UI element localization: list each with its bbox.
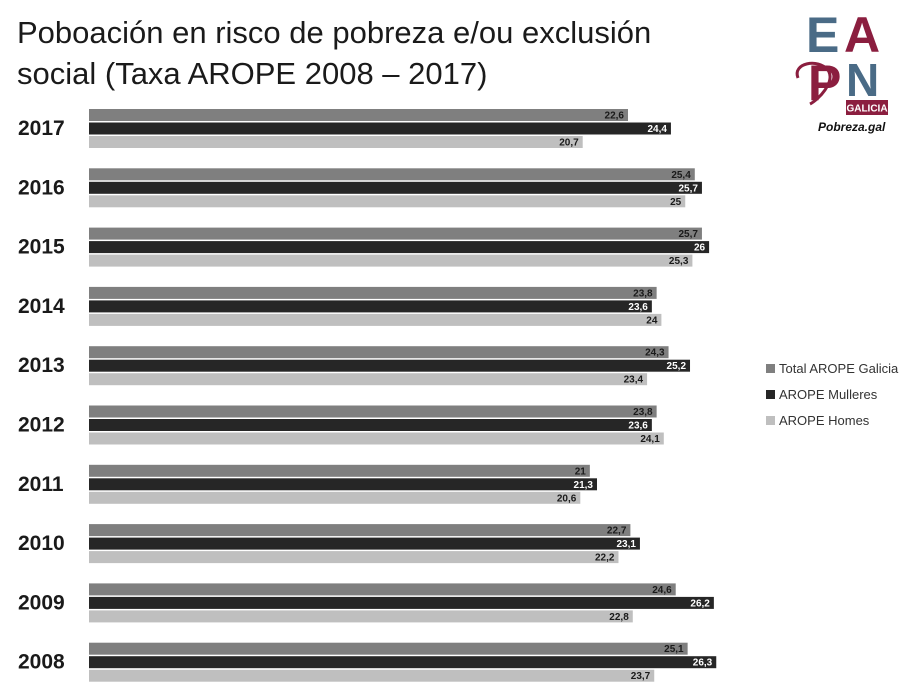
data-label-homes-2016: 25 [670,197,682,208]
legend-swatch-homes [766,416,775,425]
bar-homes-2012 [89,432,664,445]
bar-homes-2010 [89,551,619,564]
legend-label-total: Total AROPE Galicia [779,361,899,376]
logo-letter-e: E [806,8,839,63]
data-label-total-2008: 25,1 [664,644,684,655]
bar-mulleres-2012 [89,419,652,431]
data-label-mulleres-2008: 26,3 [693,658,713,669]
category-label-2013: 2013 [18,354,65,377]
data-label-homes-2010: 22,2 [595,553,615,564]
bar-homes-2009 [89,610,633,623]
category-label-2008: 2008 [18,651,65,674]
logo-swirl [795,61,832,106]
data-label-mulleres-2014: 23,6 [628,302,648,313]
data-label-homes-2017: 20,7 [559,138,579,149]
data-label-homes-2009: 22,8 [609,612,629,623]
bar-total-2009 [89,583,676,596]
data-label-total-2014: 23,8 [633,288,653,299]
bar-total-2012 [89,405,657,418]
chart-title: Poboación en risco de pobreza e/ou exclu… [17,15,652,91]
logo-caption: Pobreza.gal [818,120,886,134]
legend-label-homes: AROPE Homes [779,413,870,428]
bar-homes-2008 [89,669,655,682]
data-label-mulleres-2016: 25,7 [678,183,698,194]
category-label-2009: 2009 [18,591,65,614]
category-label-2014: 2014 [18,295,65,318]
data-label-mulleres-2017: 24,4 [647,124,667,135]
bar-total-2011 [89,464,590,477]
legend-item-mulleres: AROPE Mulleres [766,387,923,402]
logo-badge: GALICIA [846,104,887,115]
data-label-mulleres-2015: 26 [694,243,706,254]
eapn-logo: E A P N GALICIA [795,8,888,115]
data-label-mulleres-2011: 21,3 [574,480,594,491]
data-label-homes-2015: 25,3 [669,256,689,267]
bar-mulleres-2010 [89,537,640,550]
data-label-total-2017: 22,6 [605,111,625,122]
legend-swatch-mulleres [766,390,775,399]
bar-homes-2017 [89,136,583,148]
data-label-total-2010: 22,7 [607,526,627,537]
logo-letter-a: A [844,8,880,63]
bar-mulleres-2009 [89,596,714,609]
logo-badge-bg [846,100,888,115]
legend-item-total: Total AROPE Galicia [766,361,923,376]
bar-total-2014 [89,286,657,299]
bar-mulleres-2014 [89,300,652,313]
data-label-total-2015: 25,7 [678,229,698,240]
data-label-homes-2012: 24,1 [640,434,660,445]
data-label-total-2012: 23,8 [633,407,653,418]
bar-total-2008 [89,642,688,655]
bar-total-2010 [89,524,631,537]
bar-mulleres-2017 [89,122,671,135]
bar-mulleres-2011 [89,478,598,491]
data-label-total-2016: 25,4 [671,170,691,181]
category-label-2016: 2016 [18,176,65,199]
category-label-2012: 2012 [18,414,65,437]
bar-homes-2015 [89,254,693,267]
bar-mulleres-2008 [89,656,717,669]
bar-total-2017 [89,109,629,121]
bar-homes-2014 [89,313,662,326]
bar-mulleres-2013 [89,359,691,372]
data-label-homes-2008: 23,7 [631,671,651,682]
data-label-homes-2011: 20,6 [557,493,577,504]
bar-homes-2016 [89,195,686,208]
category-label-2010: 2010 [18,532,65,555]
data-label-mulleres-2009: 26,2 [690,598,710,609]
data-label-homes-2014: 24 [646,315,658,326]
category-label-2011: 2011 [18,473,64,496]
logo-letter-n: N [846,54,879,106]
legend-item-homes: AROPE Homes [766,413,923,428]
bar-homes-2011 [89,491,581,504]
data-label-mulleres-2012: 23,6 [628,421,648,432]
bar-total-2015 [89,227,702,240]
data-label-total-2011: 21 [575,466,587,477]
category-label-2015: 2015 [18,236,65,259]
data-label-total-2009: 24,6 [652,585,672,596]
category-label-2017: 2017 [18,117,65,140]
data-label-mulleres-2010: 23,1 [616,539,636,550]
data-label-homes-2013: 23,4 [624,375,644,386]
data-label-total-2013: 24,3 [645,348,665,359]
bar-total-2013 [89,346,669,359]
bar-mulleres-2015 [89,241,710,254]
bar-total-2016 [89,168,695,181]
legend-label-mulleres: AROPE Mulleres [779,387,878,402]
bar-homes-2013 [89,373,648,386]
bar-mulleres-2016 [89,181,702,194]
legend-swatch-total [766,364,775,373]
data-label-mulleres-2013: 25,2 [667,361,687,372]
